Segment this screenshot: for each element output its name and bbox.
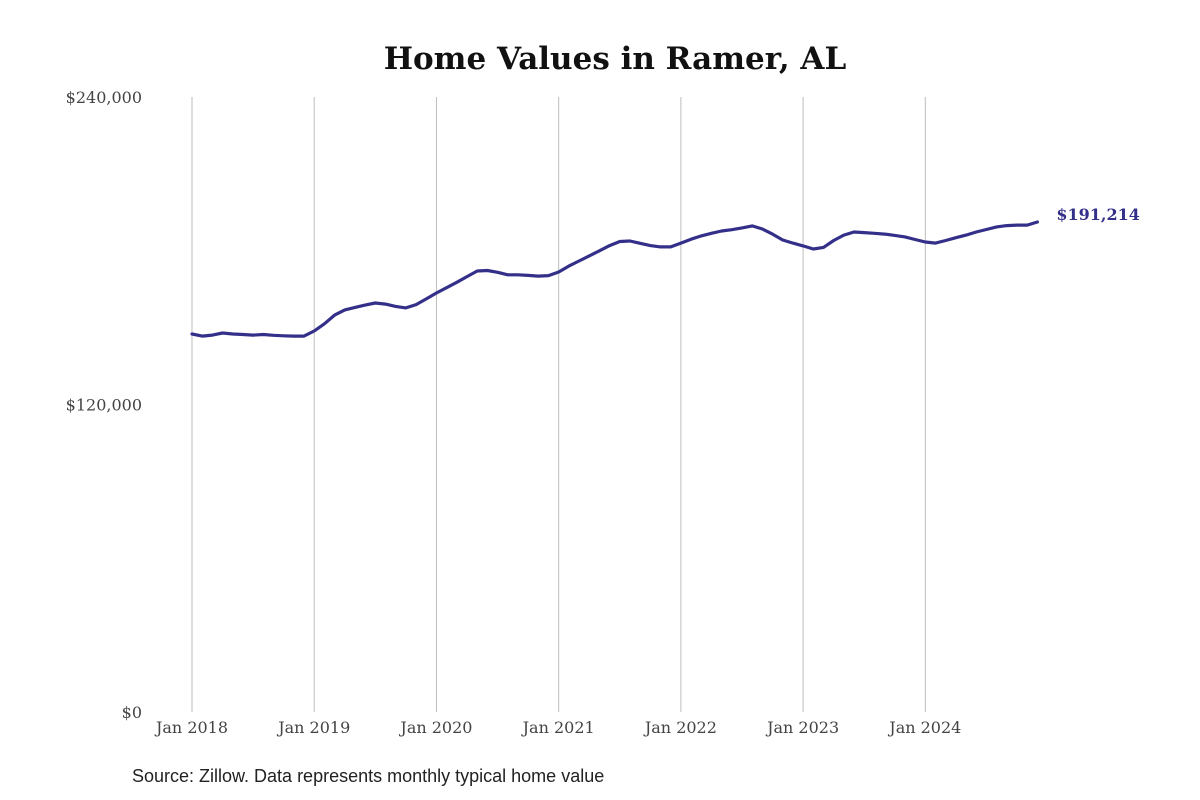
source-note: Source: Zillow. Data represents monthly …	[132, 766, 604, 786]
y-tick-label: $0	[122, 703, 142, 722]
x-tick-label: Jan 2019	[276, 718, 350, 737]
x-tick-label: Jan 2023	[765, 718, 839, 737]
y-tick-label: $240,000	[66, 88, 142, 107]
series-line	[190, 220, 1039, 338]
x-tick-label: Jan 2018	[154, 718, 228, 737]
y-tick-label: $120,000	[66, 396, 142, 415]
end-value-label: $191,214	[1056, 205, 1140, 224]
chart-title: Home Values in Ramer, AL	[384, 41, 847, 77]
x-tick-label: Jan 2020	[398, 718, 472, 737]
x-tick-label: Jan 2021	[521, 718, 595, 737]
x-tick-label: Jan 2022	[643, 718, 717, 737]
x-tick-label: Jan 2024	[887, 718, 961, 737]
